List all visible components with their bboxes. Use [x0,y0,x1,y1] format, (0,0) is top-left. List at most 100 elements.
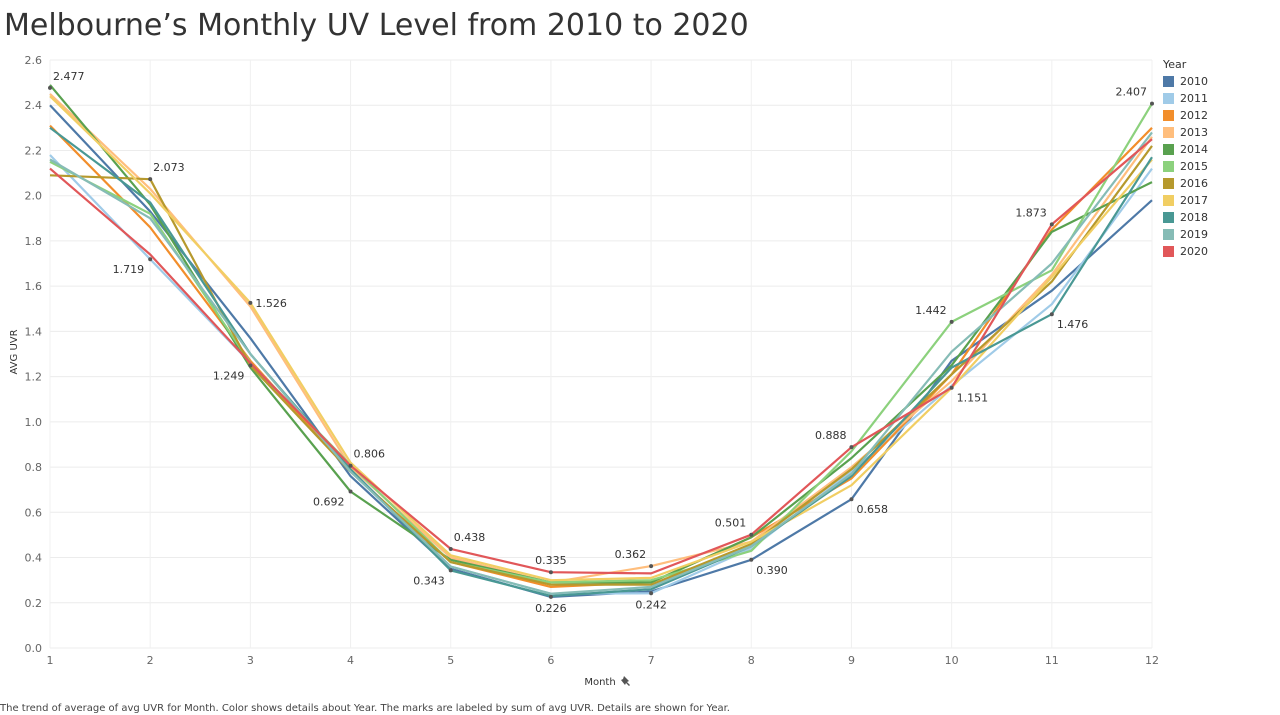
legend-item-2017[interactable]: 2017 [1163,192,1208,209]
legend-swatch [1163,229,1174,240]
y-tick-label: 1.6 [25,280,43,293]
series-line-2013 [49,93,1153,584]
data-point [248,363,253,368]
data-label: 0.242 [635,598,667,611]
y-tick-label: 1.8 [25,235,43,248]
legend-item-2011[interactable]: 2011 [1163,90,1208,107]
y-tick-label: 0.4 [25,552,43,565]
data-label: 2.477 [53,70,85,83]
legend-label: 2013 [1180,126,1208,139]
data-label: 0.806 [354,448,386,461]
data-label: 1.151 [957,392,989,405]
data-label: 1.249 [213,370,245,383]
x-tick-label: 2 [147,654,154,667]
data-point [1049,312,1054,317]
data-label: 0.226 [535,602,567,615]
x-tick-label: 6 [547,654,554,667]
legend-swatch [1163,110,1174,121]
y-tick-label: 2.6 [25,54,43,67]
legend-label: 2014 [1180,143,1208,156]
data-label: 0.343 [413,574,445,587]
legend-item-2014[interactable]: 2014 [1163,141,1208,158]
series-line-2016 [49,145,1153,586]
data-point [248,300,253,305]
series-line-2017 [49,95,1153,582]
data-point [949,385,954,390]
y-tick-label: 0.2 [25,597,43,610]
legend-label: 2015 [1180,160,1208,173]
data-point [749,532,754,537]
data-label: 1.526 [255,297,287,310]
x-tick-label: 3 [247,654,254,667]
x-tick-label: 11 [1045,654,1059,667]
legend-label: 2016 [1180,177,1208,190]
x-tick-label: 10 [945,654,959,667]
y-tick-label: 1.4 [25,325,43,338]
x-axis-title: Month [584,677,615,688]
data-label: 2.407 [1116,86,1148,99]
data-point [348,463,353,468]
y-tick-label: 0.6 [25,506,43,519]
legend-label: 2011 [1180,92,1208,105]
legend-item-2020[interactable]: 2020 [1163,243,1208,260]
data-label: 0.888 [815,429,847,442]
legend-item-2010[interactable]: 2010 [1163,73,1208,90]
legend: Year 2010 2011 2012 2013 2014 2015 2016 2017 201… [1163,58,1208,260]
data-point [1049,222,1054,227]
data-point [448,546,453,551]
legend-item-2019[interactable]: 2019 [1163,226,1208,243]
series-line-2014 [49,84,1153,584]
legend-swatch [1163,93,1174,104]
data-point [448,568,453,573]
x-tick-label: 5 [447,654,454,667]
y-tick-label: 2.2 [25,144,43,157]
legend-swatch [1163,161,1174,172]
data-label: 1.719 [113,263,145,276]
legend-item-2013[interactable]: 2013 [1163,124,1208,141]
data-point [548,570,553,575]
legend-label: 2019 [1180,228,1208,241]
legend-item-2018[interactable]: 2018 [1163,209,1208,226]
pin-icon[interactable] [621,676,630,686]
data-point [148,177,153,182]
line-chart[interactable]: 0.0 0.2 0.4 0.6 0.8 1.0 1.2 1.4 1.6 1.8 2.0 2.2 2.4 2… [0,0,1160,700]
data-point [348,489,353,494]
legend-swatch [1163,212,1174,223]
legend-swatch [1163,76,1174,87]
legend-swatch [1163,246,1174,257]
data-point [548,594,553,599]
series-line-2020 [49,138,1153,575]
y-axis-ticks: 0.0 0.2 0.4 0.6 0.8 1.0 1.2 1.4 1.6 1.8 2.0 2.2 2.4 2… [25,54,43,655]
y-axis-title: AVG UVR [9,329,20,374]
x-tick-label: 1 [47,654,54,667]
series-lines [49,84,1153,598]
x-tick-label: 4 [347,654,354,667]
legend-item-2015[interactable]: 2015 [1163,158,1208,175]
series-line-2019 [49,131,1153,595]
data-point [48,85,52,90]
legend-title: Year [1163,58,1187,71]
legend-items: 2010 2011 2012 2013 2014 2015 2016 2017 2018 2019… [1163,73,1208,260]
data-point [649,591,654,596]
data-point [949,319,954,324]
data-point [148,257,153,262]
x-tick-label: 8 [748,654,755,667]
data-point [649,564,654,569]
series-line-2015 [49,103,1153,584]
legend-item-2016[interactable]: 2016 [1163,175,1208,192]
y-tick-label: 1.2 [25,371,43,384]
legend-item-2012[interactable]: 2012 [1163,107,1208,124]
series-line-2010 [49,104,1153,598]
data-label: 0.501 [715,517,747,530]
legend-swatch [1163,144,1174,155]
data-point [749,557,754,562]
legend-label: 2010 [1180,75,1208,88]
data-label: 0.692 [313,496,345,509]
x-axis-ticks: 1 2 3 4 5 6 7 8 9 10 11 12 [47,654,1160,667]
data-points [48,85,1154,599]
y-tick-label: 2.0 [25,190,43,203]
y-tick-label: 2.4 [25,99,43,112]
data-point [849,497,854,502]
legend-label: 2020 [1180,245,1208,258]
legend-label: 2012 [1180,109,1208,122]
